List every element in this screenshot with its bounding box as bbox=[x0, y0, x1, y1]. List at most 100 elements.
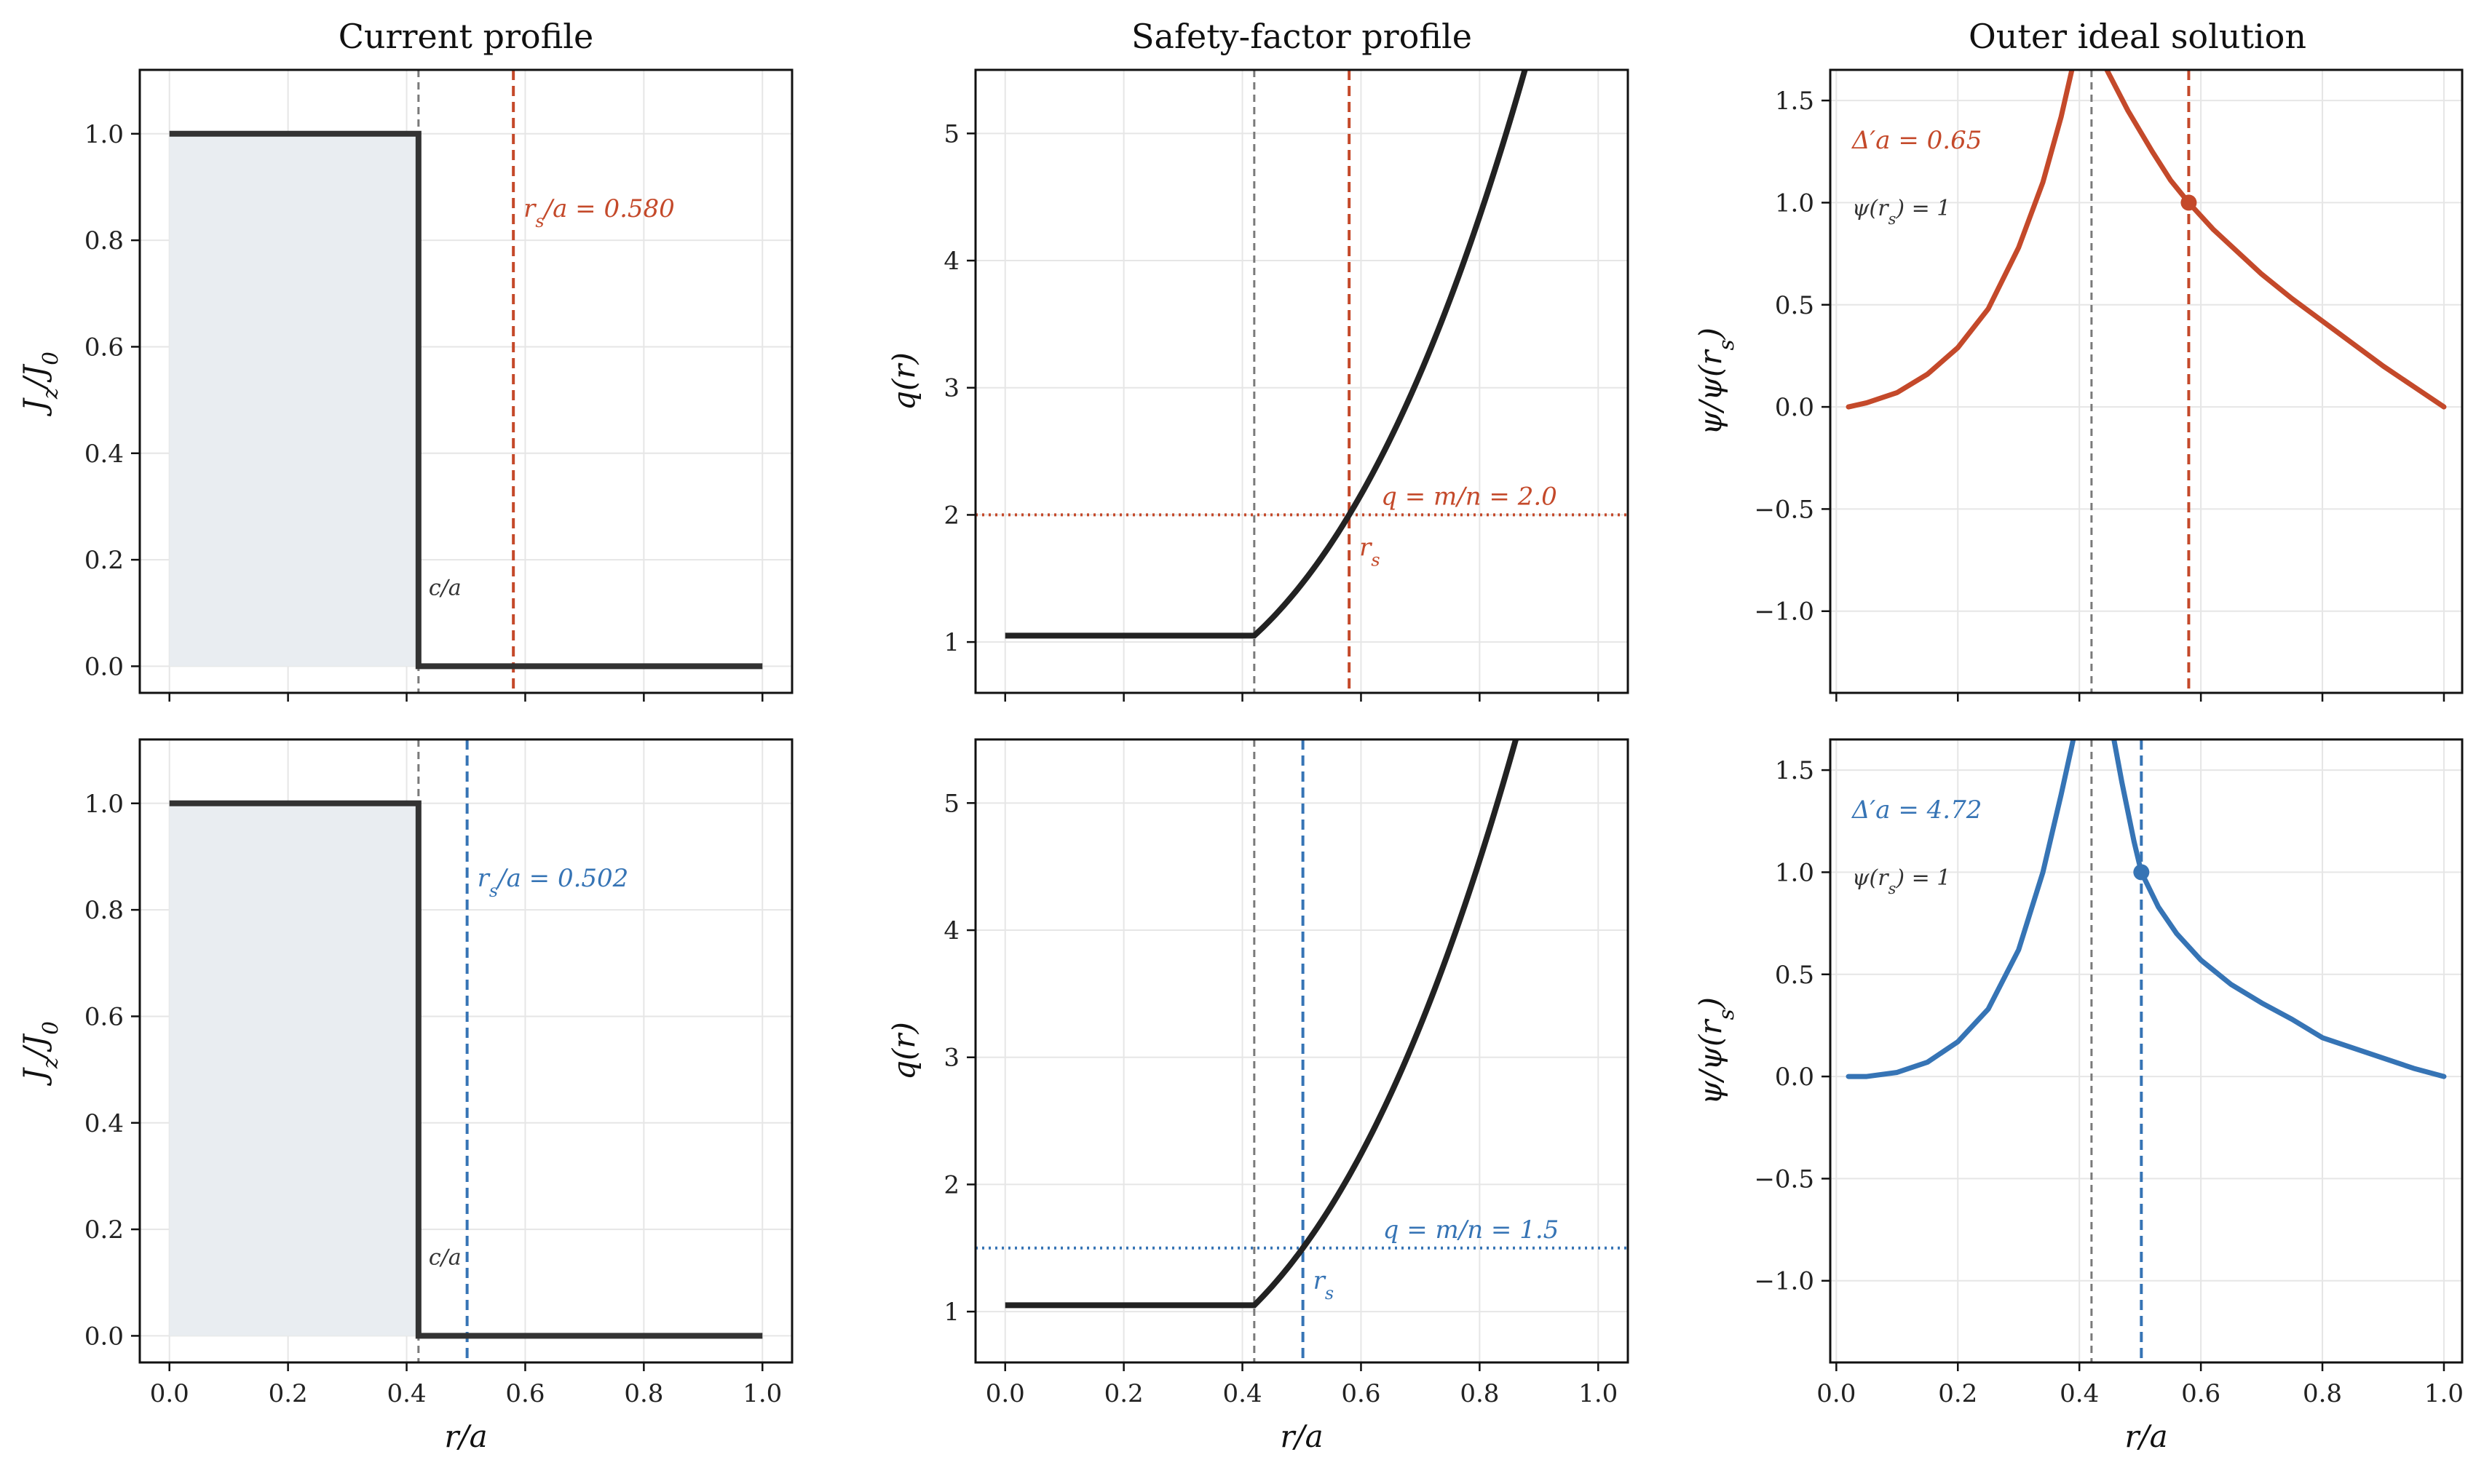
y-tick-label: 0.0 bbox=[1775, 1063, 1814, 1092]
axes-frame bbox=[974, 68, 1629, 694]
y-tick-label: 1.0 bbox=[1775, 189, 1814, 218]
y-axis-label: Jz/J0 bbox=[17, 352, 63, 417]
x-tick-label: 0.2 bbox=[1938, 1379, 1977, 1408]
x-tick-label: 0.0 bbox=[150, 1379, 189, 1408]
title-safety-factor: Safety-factor profile bbox=[1131, 17, 1472, 56]
y-tick-label: 5 bbox=[944, 119, 960, 148]
y-tick-label: 3 bbox=[944, 374, 960, 403]
y-tick-label: 0.4 bbox=[84, 440, 124, 469]
title-current-profile: Current profile bbox=[339, 17, 594, 56]
y-axis-label: q(r) bbox=[886, 352, 922, 410]
x-tick-label: 0.6 bbox=[1341, 1379, 1380, 1408]
y-tick-label: 1.0 bbox=[1775, 858, 1814, 887]
psi-inner bbox=[1846, 739, 2076, 1079]
axes-frame bbox=[1829, 738, 2464, 1364]
panel-r0c2: Δ′a = 0.65 ψ(rs) = 1 −1.0 −0.5 0.0 0.5 1.0 1.5 ψ… bbox=[1693, 68, 2464, 702]
y-tick-label: 2 bbox=[944, 1170, 960, 1199]
y-tick-label: −0.5 bbox=[1754, 1164, 1814, 1194]
q-curve bbox=[1005, 739, 1519, 1309]
y-tick-label: 0.2 bbox=[84, 1215, 124, 1245]
plot-area bbox=[1830, 739, 2462, 1362]
y-tick-label: 1.5 bbox=[1775, 87, 1814, 116]
rs-point bbox=[2133, 864, 2150, 881]
y-tick-label: 0.0 bbox=[84, 652, 124, 681]
panel-r0c1: q = m/n = 2.0rs 1 2 3 4 5 q(r) bbox=[886, 68, 1629, 702]
plot-area: c/a rs/a = 0.502 bbox=[140, 739, 792, 1362]
y-tick-label: 0.6 bbox=[84, 1002, 124, 1031]
psi-note: ψ(rs) = 1 bbox=[1852, 196, 1950, 228]
delta-prime-annotation: Δ′a = 4.72 bbox=[1851, 795, 1982, 825]
axes-frame bbox=[974, 738, 1629, 1364]
y-tick-label: 0.2 bbox=[84, 546, 124, 575]
psi-inner bbox=[1846, 70, 2075, 410]
psi-outer bbox=[2103, 70, 2447, 410]
y-tick-label: 1.0 bbox=[84, 790, 124, 819]
panel-r1c1: q = m/n = 1.5 rs 0.0 0.2 0.4 0.6 0.8 1.0 1 2 3 4 5 q(… bbox=[886, 738, 1629, 1454]
delta-prime-annotation: Δ′a = 0.65 bbox=[1851, 126, 1982, 155]
x-tick-label: 1.0 bbox=[1578, 1379, 1618, 1408]
y-tick-label: 1.0 bbox=[84, 120, 124, 149]
c-label: c/a bbox=[429, 1245, 462, 1271]
x-tick-label: 0.6 bbox=[505, 1379, 545, 1408]
y-tick-label: 0.4 bbox=[84, 1109, 124, 1138]
axes-frame bbox=[138, 68, 794, 694]
y-tick-label: 0.8 bbox=[84, 896, 124, 925]
y-tick-label: 0.5 bbox=[1775, 961, 1814, 990]
core-fill bbox=[169, 803, 419, 1336]
y-axis-label: Jz/J0 bbox=[17, 1021, 63, 1087]
x-tick-label: 0.8 bbox=[2303, 1379, 2342, 1408]
y-tick-label: −0.5 bbox=[1754, 495, 1814, 524]
panel-r0c0: c/a rs/a = 0.580 0.0 0.2 0.4 0.6 0.8 1.0 Jz/J0 bbox=[17, 68, 794, 702]
x-tick-label: 0.0 bbox=[986, 1379, 1025, 1408]
y-axis-label: q(r) bbox=[886, 1022, 922, 1080]
y-axis-label: ψ/ψ(rs) bbox=[1693, 997, 1739, 1105]
x-tick-label: 0.6 bbox=[2181, 1379, 2220, 1408]
psi-note: ψ(rs) = 1 bbox=[1852, 865, 1950, 897]
rs-point bbox=[2180, 194, 2197, 211]
rs-annotation: rs/a = 0.580 bbox=[523, 194, 675, 231]
y-tick-label: 1 bbox=[944, 628, 960, 657]
x-tick-label: 0.0 bbox=[1816, 1379, 1856, 1408]
plot-area bbox=[1830, 70, 2462, 693]
axes-frame bbox=[1829, 68, 2464, 694]
y-tick-label: 3 bbox=[944, 1044, 960, 1073]
y-tick-label: 2 bbox=[944, 501, 960, 530]
x-tick-label: 1.0 bbox=[2424, 1379, 2464, 1408]
y-tick-label: 5 bbox=[944, 789, 960, 818]
core-fill bbox=[169, 133, 419, 667]
x-axis-label: r/a bbox=[444, 1418, 487, 1454]
plot-area: c/a rs/a = 0.580 bbox=[140, 70, 792, 693]
q-curve bbox=[1005, 70, 1528, 639]
title-outer-ideal: Outer ideal solution bbox=[1969, 17, 2306, 56]
y-tick-label: 0.0 bbox=[84, 1322, 124, 1351]
y-tick-label: 4 bbox=[944, 916, 960, 945]
y-axis-label: ψ/ψ(rs) bbox=[1693, 328, 1739, 435]
y-tick-label: 0.8 bbox=[84, 226, 124, 255]
x-tick-label: 1.0 bbox=[743, 1379, 782, 1408]
rs-label: rs bbox=[1313, 1266, 1334, 1304]
panel-r1c2: Δ′a = 4.72 ψ(rs) = 1 0.0 0.2 0.4 0.6 0.8 1.0 −1.… bbox=[1693, 738, 2464, 1454]
panel-r1c0: c/a rs/a = 0.502 0.0 0.2 0.4 0.6 0.8 1.0 0.0 0.2 0… bbox=[17, 738, 794, 1454]
axes-frame bbox=[138, 738, 794, 1364]
x-tick-label: 0.8 bbox=[624, 1379, 663, 1408]
y-tick-label: 0.6 bbox=[84, 333, 124, 362]
plot-area: q = m/n = 2.0rs bbox=[976, 70, 1628, 693]
plot-area: q = m/n = 1.5 rs bbox=[976, 739, 1628, 1362]
x-tick-label: 0.2 bbox=[1104, 1379, 1144, 1408]
y-tick-label: −1.0 bbox=[1754, 1267, 1814, 1296]
current-line bbox=[169, 130, 763, 670]
y-tick-label: −1.0 bbox=[1754, 598, 1814, 627]
x-tick-label: 0.8 bbox=[1460, 1379, 1499, 1408]
y-tick-label: 0.0 bbox=[1775, 393, 1814, 422]
y-tick-label: 1.5 bbox=[1775, 756, 1814, 785]
x-axis-label: r/a bbox=[2124, 1418, 2167, 1454]
y-tick-label: 0.5 bbox=[1775, 291, 1814, 320]
rs-annotation: rs/a = 0.502 bbox=[478, 864, 629, 901]
q-annotation: q = m/n = 2.0 bbox=[1381, 482, 1557, 511]
rs-label: rs bbox=[1359, 533, 1380, 570]
current-line bbox=[169, 800, 763, 1339]
q-annotation: q = m/n = 1.5 bbox=[1383, 1215, 1559, 1245]
y-tick-label: 1 bbox=[944, 1298, 960, 1327]
x-tick-label: 0.4 bbox=[387, 1379, 427, 1408]
